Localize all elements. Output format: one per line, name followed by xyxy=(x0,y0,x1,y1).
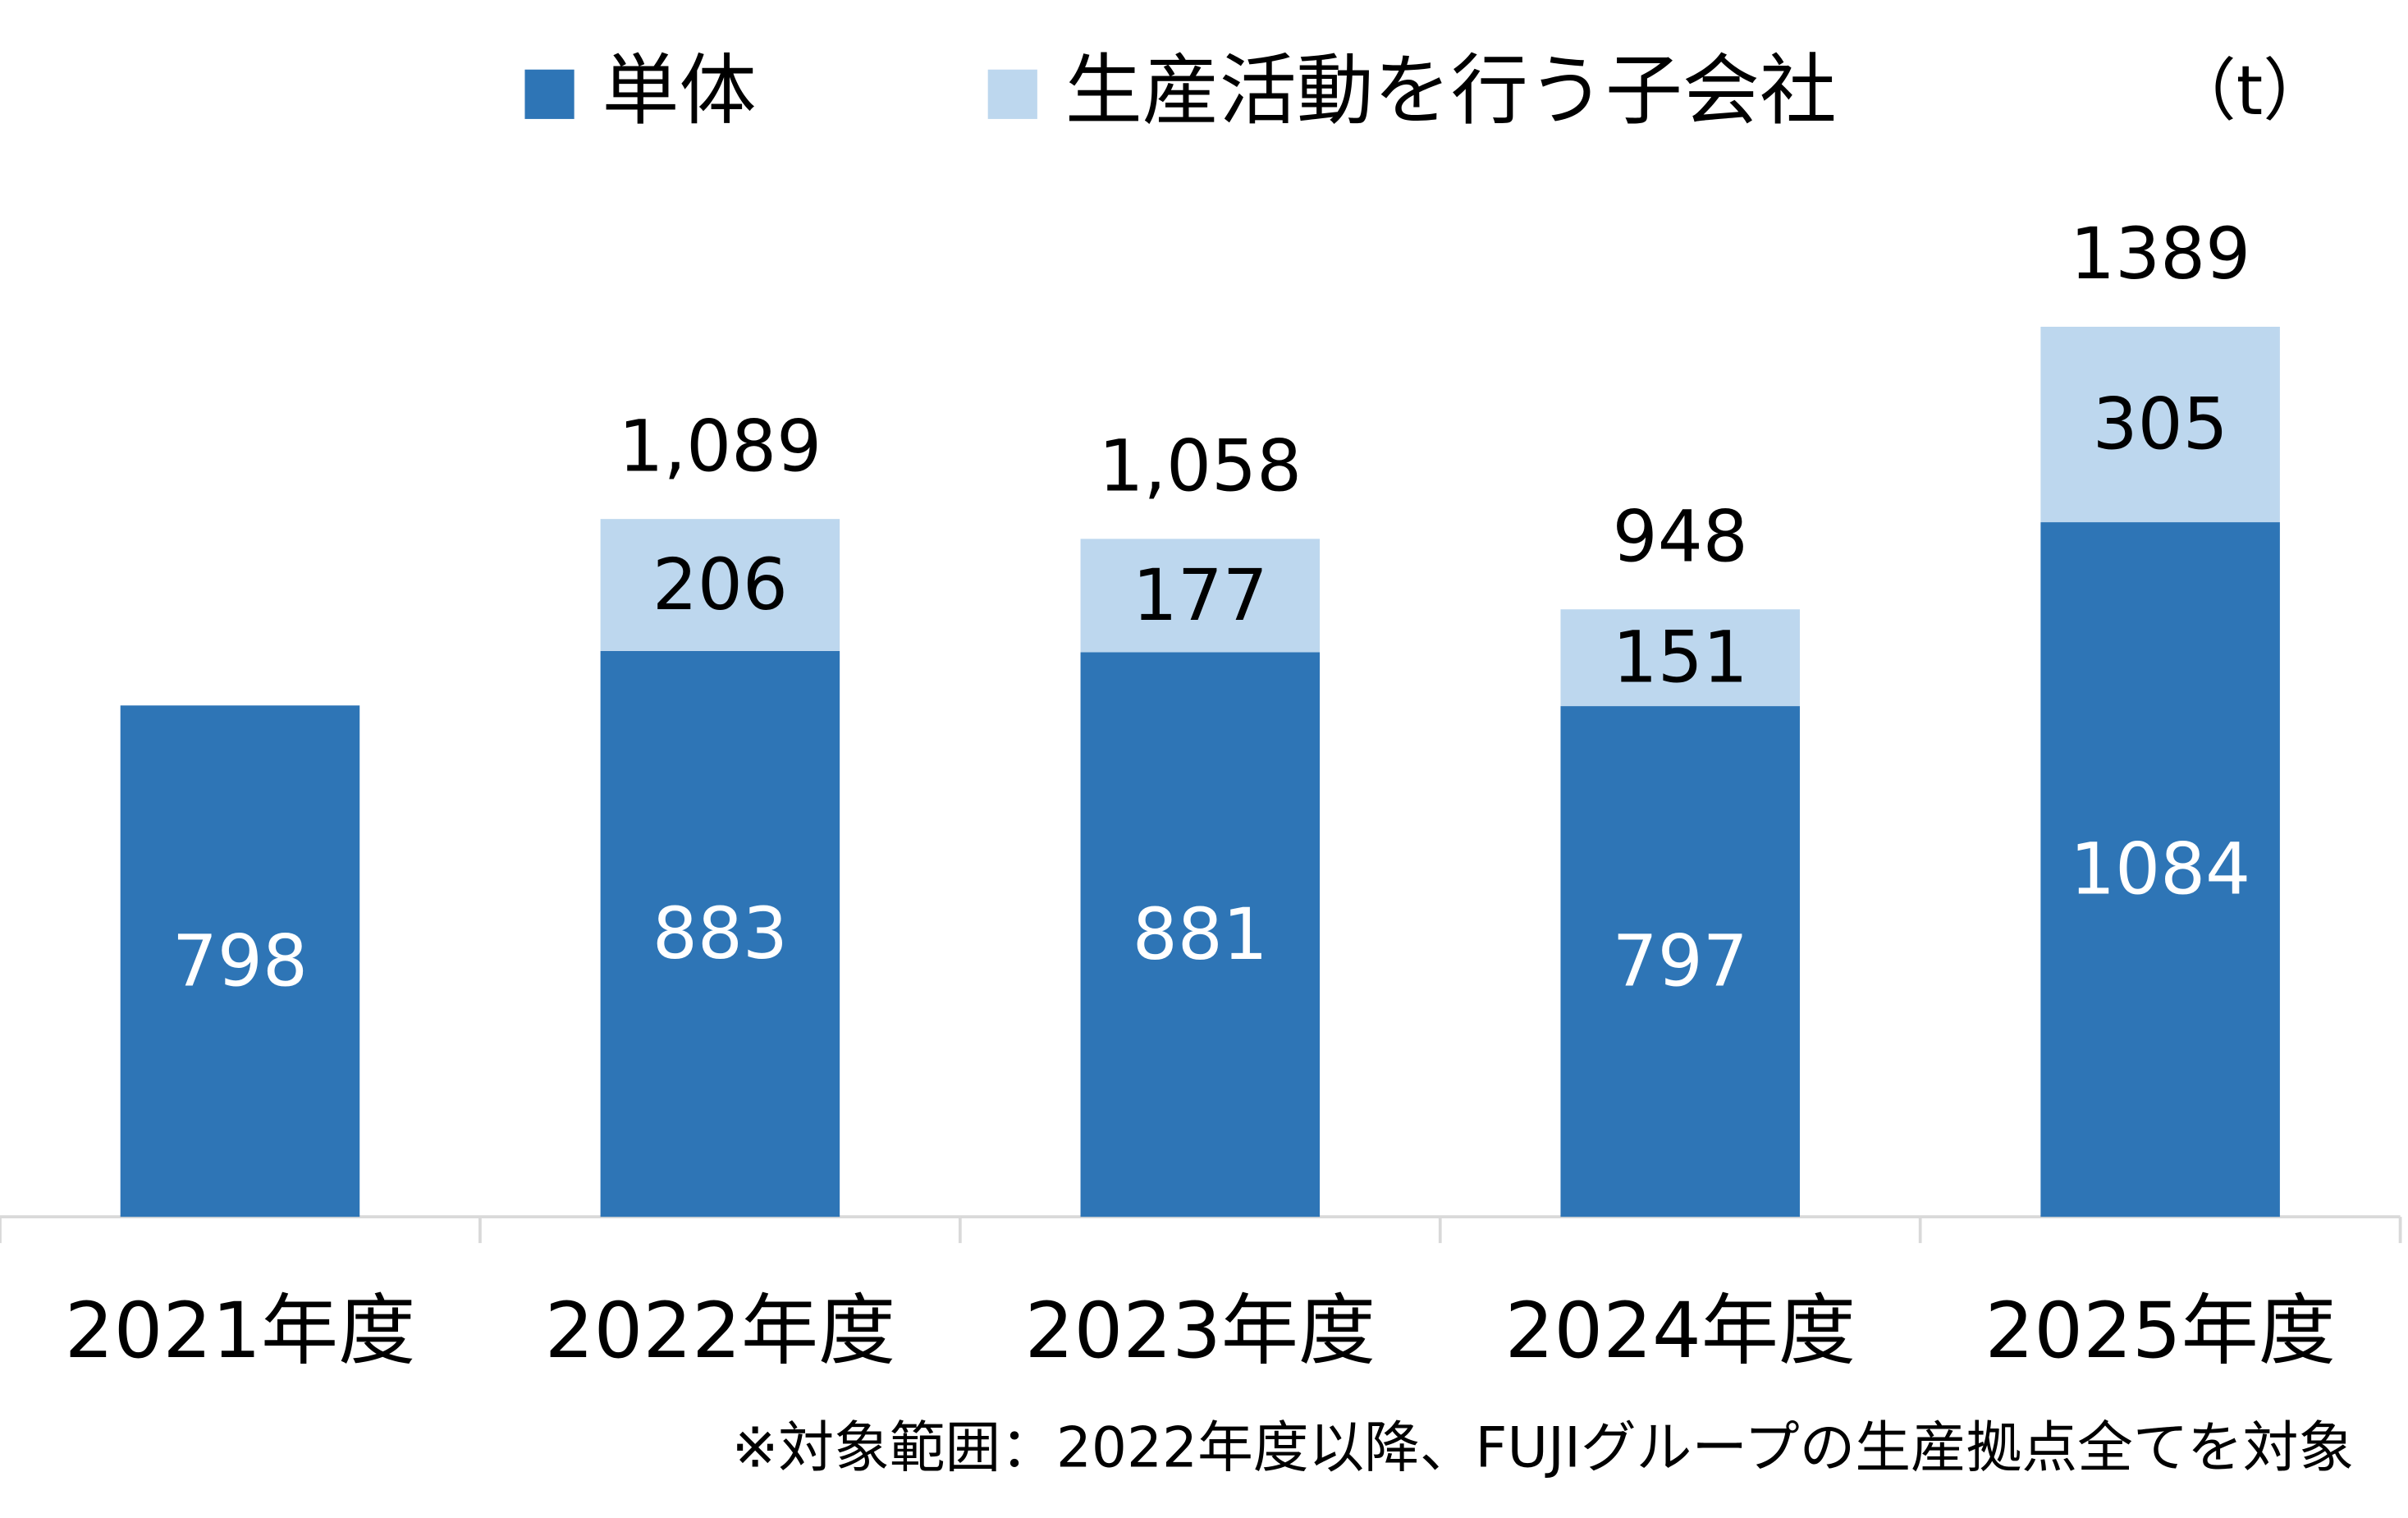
bar-segment xyxy=(600,650,840,1218)
data-label: 797 xyxy=(1613,921,1748,1003)
data-label: 177 xyxy=(1133,555,1268,637)
bar-segment xyxy=(1080,652,1321,1218)
bar-segment xyxy=(2040,522,2280,1218)
data-label: 798 xyxy=(172,920,308,1002)
data-label: 883 xyxy=(652,893,788,975)
x-tick-label: 2022年度 xyxy=(545,1286,895,1376)
total-label: 948 xyxy=(1613,496,1748,578)
x-tick-label: 2024年度 xyxy=(1505,1286,1856,1376)
data-label: 206 xyxy=(652,544,788,626)
bar-segment xyxy=(1560,706,1800,1218)
bar-segment xyxy=(1080,539,1321,653)
bar-segment xyxy=(600,519,840,651)
bar-segment xyxy=(120,705,360,1218)
bar-segment xyxy=(1560,609,1800,707)
unit-label: （t） xyxy=(2168,51,2331,131)
data-label: 881 xyxy=(1133,894,1268,976)
total-label: 1,089 xyxy=(619,406,822,488)
data-label: 305 xyxy=(2093,384,2228,466)
footnote: ※対象範囲：2022年度以降、FUJIグループの生産拠点全てを対象 xyxy=(732,1415,2354,1480)
legend-label: 生産活動を行う子会社 xyxy=(1065,47,1837,136)
data-label: 1084 xyxy=(2070,829,2250,911)
legend-label: 単体 xyxy=(602,47,757,136)
total-label: 1389 xyxy=(2070,213,2250,296)
data-label: 151 xyxy=(1613,617,1748,699)
legend-swatch xyxy=(524,69,575,119)
total-label: 1,058 xyxy=(1098,426,1302,508)
legend-swatch xyxy=(987,69,1037,119)
x-tick-label: 2025年度 xyxy=(1985,1286,2335,1376)
x-tick-label: 2023年度 xyxy=(1025,1286,1376,1376)
x-tick-label: 2021年度 xyxy=(65,1286,415,1376)
bar-segment xyxy=(2040,327,2280,523)
